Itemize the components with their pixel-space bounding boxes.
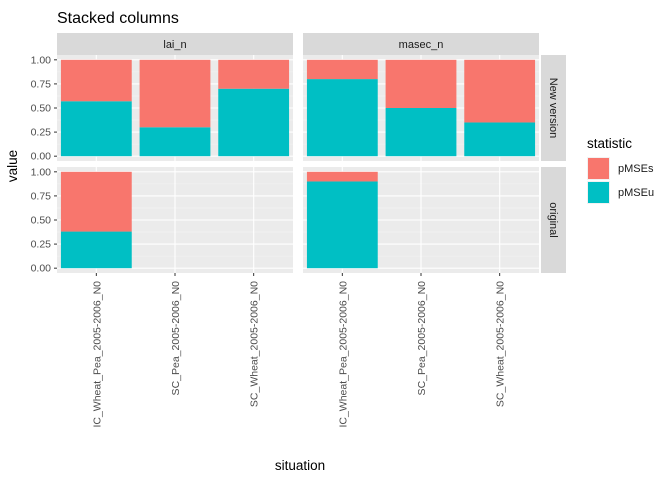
facet-strip-label: masec_n — [399, 39, 444, 51]
y-tick-label: 0.50 — [31, 215, 52, 227]
legend-title: statistic — [587, 136, 632, 151]
y-tick-label: 0.75 — [31, 190, 52, 202]
bar-pmseu — [60, 101, 132, 157]
bar-pmseu — [464, 122, 536, 157]
facet-strip-lai_n — [57, 33, 293, 55]
bar-pmses — [60, 59, 132, 102]
x-tick-label: SC_Wheat_2005-2006_N0 — [249, 281, 261, 407]
bar-pmseu — [218, 88, 290, 157]
y-tick-label: 0.25 — [31, 127, 52, 139]
bar-pmses — [464, 59, 536, 123]
x-tick-label: IC_Wheat_Pea_2005-2006_N0 — [91, 281, 103, 428]
bar-pmses — [385, 59, 457, 108]
bar-pmseu — [306, 181, 378, 269]
bar-pmseu — [385, 108, 457, 157]
y-tick-label: 0.25 — [31, 239, 52, 251]
bar-pmses — [306, 171, 378, 182]
facet-strip-masec_n — [303, 33, 539, 55]
y-axis-title: value — [5, 150, 20, 182]
legend-swatch-pmseu — [588, 182, 609, 203]
facet-row-strip-label: New version — [547, 78, 559, 139]
chart-title: Stacked columns — [57, 10, 179, 27]
x-axis-title: situation — [275, 458, 325, 473]
x-tick-label: SC_Wheat_2005-2006_N0 — [495, 281, 507, 407]
bar-pmseu — [306, 79, 378, 157]
bar-pmses — [139, 59, 211, 128]
y-tick-label: 1.00 — [31, 166, 52, 178]
y-tick-label: 1.00 — [31, 54, 52, 66]
y-tick-label: 0.00 — [31, 263, 52, 275]
facet-row-strip-new-version — [541, 55, 566, 161]
legend: statistic pMSEs pMSEu — [587, 136, 654, 204]
bar-pmses — [218, 59, 290, 89]
y-tick-label: 0.50 — [31, 103, 52, 115]
x-tick-label: IC_Wheat_Pea_2005-2006_N0 — [337, 281, 349, 428]
legend-label-pmseu: pMSEu — [618, 187, 654, 199]
bar-pmses — [60, 171, 132, 232]
facet-panels: lai_n masec_n New version original 0.00 0.25 0… — [31, 33, 566, 428]
bar-pmseu — [60, 231, 132, 269]
facet-row-strip-original — [541, 167, 566, 273]
legend-swatch-pmses — [588, 158, 609, 179]
bar-pmseu — [139, 127, 211, 157]
x-tick-label: SC_Pea_2005-2006_N0 — [416, 281, 428, 396]
facet-strip-label: lai_n — [163, 39, 186, 51]
y-tick-label: 0.75 — [31, 78, 52, 90]
y-tick-label: 0.00 — [31, 151, 52, 163]
x-tick-label: SC_Pea_2005-2006_N0 — [170, 281, 182, 396]
facet-row-strip-label: original — [547, 202, 559, 237]
bar-pmses — [306, 59, 378, 80]
legend-label-pmses: pMSEs — [618, 163, 654, 175]
